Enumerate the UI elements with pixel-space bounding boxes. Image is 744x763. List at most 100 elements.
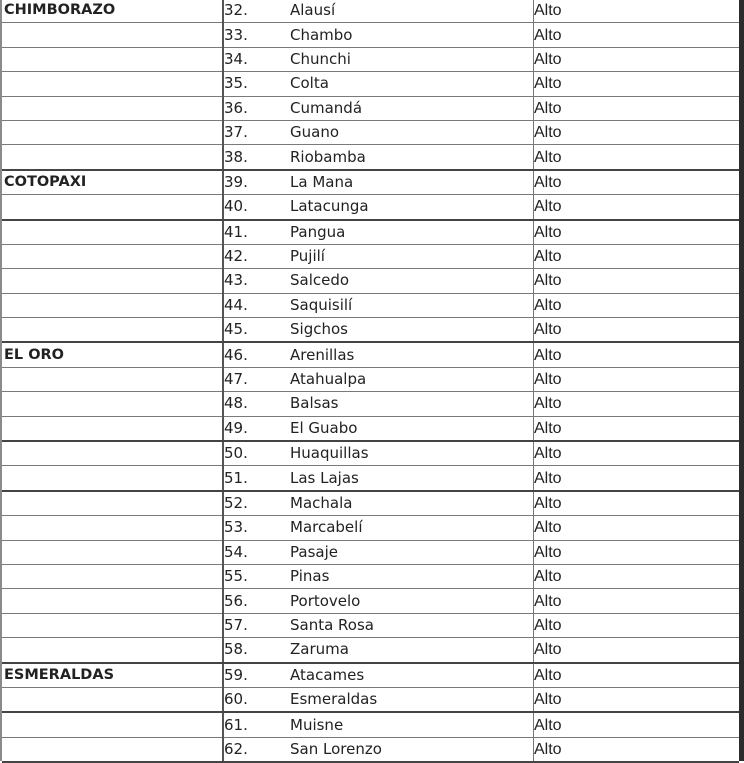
table-row: 34. Chunchi Alto	[2, 47, 739, 73]
canton-cell: Atahualpa	[290, 367, 534, 393]
level-cell: Alto	[533, 613, 739, 639]
table-row: 50. Huaquillas Alto	[2, 441, 739, 467]
right-border	[739, 0, 744, 761]
table-row: 40. Latacunga Alto	[2, 194, 739, 221]
canton-cell: Colta	[290, 71, 534, 97]
table-row: 53. Marcabelí Alto	[2, 515, 739, 541]
level-cell: Alto	[533, 47, 739, 73]
table-row: 54. Pasaje Alto	[2, 540, 739, 565]
number-cell: 50.	[223, 441, 290, 467]
canton-cell: Riobamba	[290, 144, 534, 171]
number-cell: 46.	[223, 342, 290, 368]
level-cell: Alto	[533, 71, 739, 97]
table-row: 55. Pinas Alto	[2, 564, 739, 590]
number-cell: 48.	[223, 391, 290, 417]
level-cell: Alto	[533, 120, 739, 146]
level-cell: Alto	[533, 737, 739, 763]
number-cell: 44.	[223, 293, 290, 319]
table-row: 56. Portovelo Alto	[2, 588, 739, 614]
province-cell	[2, 47, 224, 73]
number-cell: 59.	[223, 662, 290, 688]
level-cell: Alto	[533, 144, 739, 171]
number-cell: 34.	[223, 47, 290, 73]
table-row: 37. Guano Alto	[2, 120, 739, 146]
number-cell: 42.	[223, 244, 290, 270]
province-cell	[2, 219, 224, 245]
number-cell: 47.	[223, 367, 290, 393]
level-cell: Alto	[533, 268, 739, 294]
table-row: ESMERALDAS 59. Atacames Alto	[2, 662, 739, 688]
canton-cell: Saquisilí	[290, 293, 534, 319]
canton-cell: Pasaje	[290, 540, 534, 565]
table-row: 48. Balsas Alto	[2, 391, 739, 417]
table-row: 49. El Guabo Alto	[2, 416, 739, 443]
number-cell: 36.	[223, 96, 290, 121]
province-cell	[2, 737, 224, 763]
number-cell: 53.	[223, 515, 290, 541]
canton-cell: Pinas	[290, 564, 534, 590]
level-cell: Alto	[533, 416, 739, 443]
level-cell: Alto	[533, 441, 739, 467]
canton-cell: Arenillas	[290, 342, 534, 368]
table-row: 58. Zaruma Alto	[2, 637, 739, 664]
number-cell: 35.	[223, 71, 290, 97]
province-cell	[2, 71, 224, 97]
level-cell: Alto	[533, 293, 739, 319]
table-row: 51. Las Lajas Alto	[2, 465, 739, 492]
province-cell	[2, 416, 224, 443]
level-cell: Alto	[533, 391, 739, 417]
number-cell: 57.	[223, 613, 290, 639]
province-cell: COTOPAXI	[2, 169, 224, 196]
table-row: 62. San Lorenzo Alto	[2, 737, 739, 763]
province-cell	[2, 687, 224, 714]
number-cell: 51.	[223, 465, 290, 492]
canton-cell: Balsas	[290, 391, 534, 417]
level-cell: Alto	[533, 219, 739, 245]
level-cell: Alto	[533, 194, 739, 221]
canton-cell: Guano	[290, 120, 534, 146]
canton-cell: Alausí	[290, 0, 534, 24]
number-cell: 56.	[223, 588, 290, 614]
number-cell: 55.	[223, 564, 290, 590]
province-cell	[2, 465, 224, 492]
number-cell: 38.	[223, 144, 290, 171]
province-cell	[2, 317, 224, 344]
canton-cell: Santa Rosa	[290, 613, 534, 639]
table-row: 43. Salcedo Alto	[2, 268, 739, 294]
province-cell	[2, 96, 224, 121]
level-cell: Alto	[533, 342, 739, 368]
province-cell	[2, 293, 224, 319]
level-cell: Alto	[533, 662, 739, 688]
province-cell	[2, 120, 224, 146]
number-cell: 62.	[223, 737, 290, 763]
canton-cell: Cumandá	[290, 96, 534, 121]
canton-cell: Pujilí	[290, 244, 534, 270]
province-cell	[2, 391, 224, 417]
table-row: 57. Santa Rosa Alto	[2, 613, 739, 639]
level-cell: Alto	[533, 96, 739, 121]
number-cell: 58.	[223, 637, 290, 664]
canton-cell: Marcabelí	[290, 515, 534, 541]
level-cell: Alto	[533, 540, 739, 565]
number-cell: 39.	[223, 169, 290, 196]
canton-cell: Muisne	[290, 712, 534, 738]
canton-cell: Chunchi	[290, 47, 534, 73]
province-cell	[2, 441, 224, 467]
level-cell: Alto	[533, 712, 739, 738]
canton-cell: Las Lajas	[290, 465, 534, 492]
province-cell	[2, 244, 224, 270]
canton-cell: San Lorenzo	[290, 737, 534, 763]
province-cell	[2, 712, 224, 738]
province-cell	[2, 515, 224, 541]
number-cell: 37.	[223, 120, 290, 146]
province-cell: CHIMBORAZO	[2, 0, 224, 24]
province-cell	[2, 588, 224, 614]
table-row: 36. Cumandá Alto	[2, 96, 739, 121]
province-cell	[2, 490, 224, 517]
number-cell: 52.	[223, 490, 290, 517]
table-row: 60. Esmeraldas Alto	[2, 687, 739, 714]
province-cell	[2, 367, 224, 393]
canton-cell: Portovelo	[290, 588, 534, 614]
canton-cell: Esmeraldas	[290, 687, 534, 714]
